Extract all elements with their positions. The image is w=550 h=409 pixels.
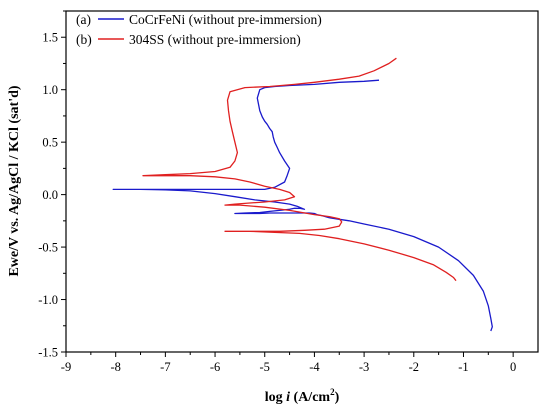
x-tick-label: 0: [510, 360, 516, 374]
legend-label-cocrfeni: CoCrFeNi (without pre-immersion): [129, 12, 322, 27]
series-layer: [112, 57, 493, 332]
y-axis-ticks: -1.5 -1.0 -0.5 0.0 0.5 1.0 1.5: [38, 10, 66, 360]
y-axis-title: Ewe/V vs. Ag/AgCl / KCl (sat'd): [7, 85, 22, 276]
x-tick-label: -5: [260, 360, 270, 374]
x-axis-title: log i (A/cm2): [265, 387, 340, 405]
legend-tag-a: (a): [76, 12, 91, 27]
x-axis-title-unit: (A/cm: [290, 390, 330, 405]
series-line-cocrfeni: [112, 79, 493, 332]
y-tick-label: 0.0: [42, 188, 58, 202]
x-tick-label: -6: [210, 360, 220, 374]
legend-tag-b: (b): [76, 32, 92, 47]
x-tick-label: -8: [110, 360, 120, 374]
legend: (a) CoCrFeNi (without pre-immersion) (b)…: [76, 12, 322, 47]
x-tick-label: -1: [458, 360, 468, 374]
x-tick-label: -3: [359, 360, 369, 374]
x-tick-label: -2: [409, 360, 419, 374]
y-tick-label: -1.5: [38, 346, 58, 360]
y-tick-label: 0.5: [42, 136, 58, 150]
y-tick-label: -1.0: [38, 293, 58, 307]
x-axis-title-close: ): [335, 390, 340, 405]
x-tick-label: -9: [61, 360, 71, 374]
y-tick-label: 1.5: [42, 31, 58, 45]
plot-frame: [65, 10, 539, 353]
series-line-304ss: [142, 57, 457, 282]
x-tick-label: -7: [160, 360, 170, 374]
x-tick-label: -4: [309, 360, 320, 374]
x-axis-ticks: -9 -8 -7 -6 -5 -4 -3 -2 -1 0: [61, 352, 516, 374]
y-tick-label: 1.0: [42, 83, 58, 97]
legend-label-304ss: 304SS (without pre-immersion): [129, 32, 301, 47]
x-axis-title-sup: 2: [330, 387, 335, 397]
x-axis-title-log: log: [265, 390, 286, 405]
y-tick-label: -0.5: [38, 241, 58, 255]
x-axis-title-var: i: [286, 390, 290, 405]
